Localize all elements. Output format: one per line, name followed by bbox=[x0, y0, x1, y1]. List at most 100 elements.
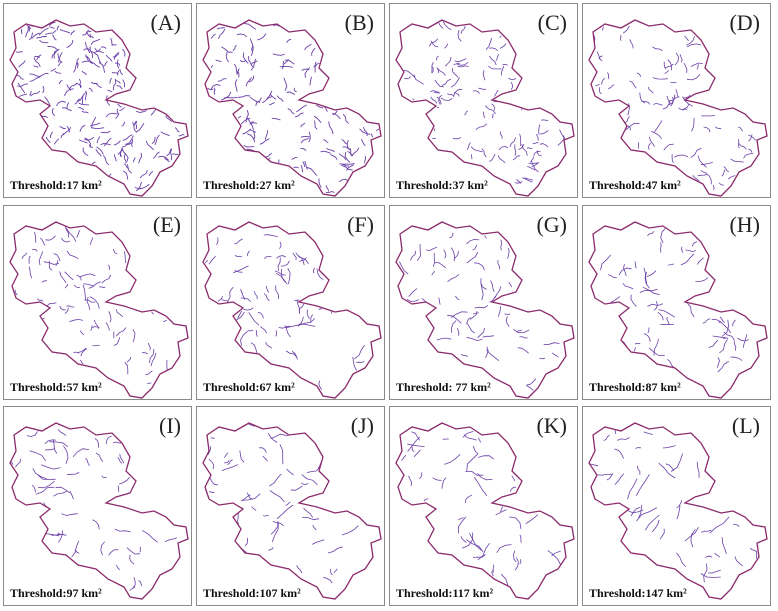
subbasin-line bbox=[499, 35, 502, 39]
subbasin-network bbox=[593, 25, 756, 191]
subbasin-line bbox=[683, 94, 691, 99]
subbasin-line bbox=[98, 61, 106, 73]
subbasin-line bbox=[610, 296, 621, 303]
subbasin-line bbox=[44, 96, 51, 106]
subbasin-line bbox=[43, 261, 59, 265]
subbasin-line bbox=[647, 86, 654, 94]
subbasin-line bbox=[210, 84, 221, 90]
subbasin-line bbox=[64, 283, 69, 289]
subbasin-line bbox=[441, 78, 452, 86]
subbasin-line bbox=[297, 255, 305, 266]
subbasin-line bbox=[257, 311, 264, 319]
subbasin-line bbox=[331, 112, 341, 120]
subbasin-line bbox=[224, 452, 229, 458]
subbasin-line bbox=[39, 39, 49, 44]
subbasin-line bbox=[492, 564, 495, 573]
threshold-label: Threshold:117 km² bbox=[396, 586, 494, 600]
subbasin-line bbox=[66, 305, 75, 308]
subbasin-line bbox=[470, 154, 473, 160]
subbasin-line bbox=[105, 435, 112, 445]
subbasin-line bbox=[60, 237, 71, 243]
subbasin-line bbox=[706, 173, 712, 185]
subbasin-line bbox=[300, 135, 311, 138]
subbasin-line bbox=[538, 124, 541, 135]
subbasin-line bbox=[90, 81, 98, 85]
subbasin-line bbox=[14, 289, 18, 296]
subbasin-line bbox=[342, 113, 349, 124]
subbasin-line bbox=[109, 77, 112, 84]
subbasin-line bbox=[500, 573, 509, 586]
subbasin-line bbox=[647, 303, 664, 307]
subbasin-line bbox=[248, 312, 260, 326]
subbasin-line bbox=[547, 550, 561, 565]
subbasin-line bbox=[519, 534, 522, 543]
subbasin-line bbox=[445, 56, 452, 67]
subbasin-line bbox=[51, 108, 56, 117]
subbasin-line bbox=[78, 78, 82, 89]
subbasin-line bbox=[646, 270, 657, 277]
subbasin-line bbox=[95, 452, 104, 462]
subbasin-line bbox=[734, 556, 743, 567]
subbasin-line bbox=[648, 136, 655, 147]
subbasin-line bbox=[82, 284, 87, 300]
watershed-boundary bbox=[202, 19, 382, 197]
subbasin-line bbox=[685, 249, 696, 253]
subbasin-line bbox=[61, 513, 78, 516]
subbasin-line bbox=[79, 330, 85, 336]
subbasin-line bbox=[301, 482, 309, 485]
subbasin-line bbox=[32, 468, 47, 480]
subbasin-line bbox=[267, 432, 278, 443]
subbasin-line bbox=[519, 336, 528, 339]
subbasin-line bbox=[653, 301, 658, 311]
subbasin-line bbox=[430, 96, 438, 104]
subbasin-line bbox=[683, 62, 688, 73]
subbasin-line bbox=[477, 542, 490, 561]
subbasin-line bbox=[447, 314, 462, 324]
subbasin-line bbox=[608, 274, 617, 278]
subbasin-line bbox=[686, 73, 701, 81]
subbasin-line bbox=[652, 46, 663, 51]
subbasin-line bbox=[508, 77, 517, 80]
subbasin-line bbox=[536, 150, 542, 157]
subbasin-line bbox=[644, 514, 660, 531]
subbasin-line bbox=[142, 530, 158, 543]
subbasin-line bbox=[509, 486, 517, 492]
subbasin-line bbox=[279, 65, 293, 68]
subbasin-line bbox=[243, 145, 255, 148]
subbasin-line bbox=[686, 302, 695, 318]
subbasin-network bbox=[589, 430, 757, 583]
subbasin-line bbox=[721, 169, 726, 177]
threshold-label: Threshold:67 km² bbox=[203, 380, 295, 394]
watershed-boundary bbox=[588, 221, 768, 399]
subbasin-line bbox=[733, 340, 737, 351]
subbasin-line bbox=[648, 347, 665, 356]
subbasin-line bbox=[454, 91, 460, 97]
subbasin-line bbox=[519, 559, 522, 565]
subbasin-line bbox=[411, 431, 420, 441]
subbasin-line bbox=[89, 33, 94, 39]
subbasin-line bbox=[312, 267, 316, 274]
subbasin-line bbox=[287, 108, 295, 115]
map-panel-c: (C) Threshold:37 km² bbox=[389, 3, 578, 198]
subbasin-line bbox=[715, 126, 722, 130]
threshold-label: Threshold:107 km² bbox=[203, 586, 301, 600]
subbasin-line bbox=[484, 235, 487, 239]
subbasin-line bbox=[314, 120, 318, 130]
subbasin-line bbox=[323, 139, 329, 144]
subbasin-line bbox=[466, 142, 471, 150]
subbasin-line bbox=[21, 28, 23, 35]
subbasin-line bbox=[701, 529, 712, 533]
subbasin-line bbox=[100, 541, 106, 556]
subbasin-line bbox=[347, 151, 353, 156]
subbasin-line bbox=[690, 529, 696, 548]
subbasin-line bbox=[111, 72, 119, 75]
subbasin-line bbox=[95, 149, 102, 157]
threshold-label: Threshold:87 km² bbox=[589, 380, 681, 394]
subbasin-line bbox=[115, 309, 123, 317]
map-panel-h: (H) Threshold:87 km² bbox=[582, 205, 771, 400]
subbasin-line bbox=[738, 126, 743, 132]
subbasin-line bbox=[15, 51, 23, 53]
subbasin-line bbox=[90, 48, 101, 53]
subbasin-line bbox=[26, 431, 38, 437]
subbasin-line bbox=[313, 115, 322, 124]
